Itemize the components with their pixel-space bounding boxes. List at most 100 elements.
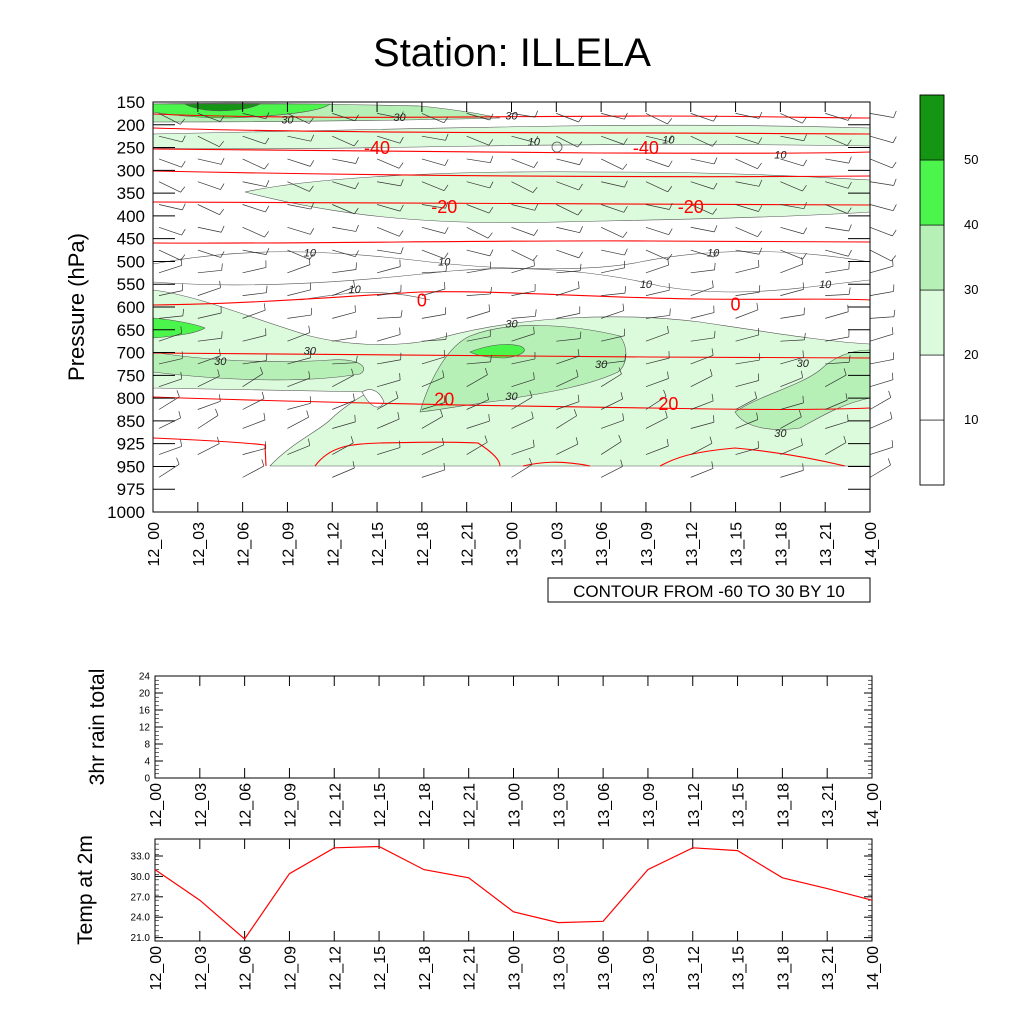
y-tick-label: 150 <box>117 93 145 112</box>
wind-barb <box>870 291 894 295</box>
wind-barb <box>377 250 401 254</box>
wind-barb <box>467 159 491 163</box>
x-tick-label: 13_06 <box>594 522 611 567</box>
rain-y-tick-label: 12 <box>139 723 151 734</box>
wind-barb <box>243 293 267 296</box>
temperature-contour-label: -20 <box>431 197 457 217</box>
wind-barb <box>159 182 181 193</box>
wind-barb-flag <box>669 229 672 235</box>
rain-y-tick-label: 24 <box>139 672 151 683</box>
humidity-contour <box>153 251 870 268</box>
wind-barb <box>780 250 802 259</box>
colorbar-label: 50 <box>964 152 978 167</box>
wind-barb <box>870 266 893 273</box>
isotherm-line <box>153 438 266 466</box>
temp-x-tick-label: 12_00 <box>148 946 165 991</box>
wind-barb-flag <box>264 163 268 169</box>
wind-barb-flag <box>353 394 354 401</box>
wind-barb-flag <box>177 458 180 465</box>
temp-x-tick-label: 12_03 <box>193 946 210 991</box>
wind-barb-flag <box>802 257 803 264</box>
temperature-contour-label: 0 <box>417 291 427 311</box>
wind-barb-flag <box>401 247 403 254</box>
wind-barb-flag <box>892 327 893 334</box>
x-tick-label: 13_03 <box>549 522 566 567</box>
wind-barb <box>243 159 265 169</box>
y-tick-label: 800 <box>117 389 145 408</box>
wind-barb <box>332 269 356 272</box>
wind-barb-flag <box>893 259 894 266</box>
temp-x-tick-label: 13_18 <box>775 946 792 991</box>
wind-barb-flag <box>535 309 536 316</box>
wind-barb <box>825 227 849 231</box>
y-tick-label: 250 <box>117 139 145 158</box>
x-tick-label: 13_18 <box>773 522 790 567</box>
wind-barb-flag <box>894 111 897 118</box>
wind-barb <box>870 334 893 341</box>
y-tick-label: 750 <box>117 366 145 385</box>
temperature-contour-label: 0 <box>731 295 741 315</box>
rain-y-tick-label: 20 <box>139 689 151 700</box>
humidity-contour <box>153 269 870 292</box>
wind-barb <box>825 269 849 273</box>
wind-barb-flag <box>580 226 583 232</box>
y-tick-label: 400 <box>117 207 145 226</box>
humidity-contour-label: 30 <box>281 114 294 126</box>
wind-barb-flag <box>181 187 185 193</box>
wind-barb <box>287 159 310 166</box>
wind-barb-flag <box>802 117 806 123</box>
y-tick-label: 550 <box>117 275 145 294</box>
temp-x-tick-label: 12_12 <box>327 946 344 991</box>
colorbar-swatch <box>920 95 944 160</box>
wind-barb-flag <box>623 232 627 238</box>
wind-barb <box>198 288 221 296</box>
wind-barb <box>198 415 218 428</box>
humidity-contour-label: 30 <box>505 391 518 403</box>
x-tick-label: 12_03 <box>191 522 208 567</box>
wind-barb-flag <box>894 310 895 317</box>
y-tick-label: 1000 <box>107 503 145 522</box>
temp-y-tick-label: 33.0 <box>131 852 151 863</box>
wind-barb <box>646 250 668 260</box>
wind-barb <box>870 113 894 117</box>
humidity-contour-label: 30 <box>393 112 406 124</box>
x-tick-label: 13_00 <box>505 522 522 567</box>
wind-barb <box>601 159 623 170</box>
x-tick-label: 12_12 <box>325 522 342 567</box>
wind-barb-flag <box>803 253 807 259</box>
wind-barb <box>556 227 579 232</box>
colorbar-label: 20 <box>964 347 978 362</box>
y-tick-label: 850 <box>117 412 145 431</box>
wind-barb-flag <box>894 179 896 186</box>
temp-x-tick-label: 12_15 <box>372 946 389 991</box>
x-tick-label: 13_15 <box>729 522 746 567</box>
rain-x-tick-label: 12_18 <box>417 783 434 828</box>
rain-x-tick-label: 13_21 <box>820 783 837 828</box>
temperature-contour-label: 20 <box>434 389 454 409</box>
temp-y-axis-label: Temp at 2m <box>74 835 97 945</box>
temp-y-axis: 21.024.027.030.033.0 <box>131 839 872 944</box>
rain-x-tick-label: 12_00 <box>148 783 165 828</box>
wind-barb-flag <box>714 225 717 231</box>
temp-series-line <box>155 847 872 940</box>
temp-x-tick-label: 12_06 <box>238 946 255 991</box>
wind-barb <box>736 267 759 273</box>
wind-barb-flag <box>757 303 758 310</box>
wind-barb-flag <box>849 287 850 294</box>
humidity-contour-label: 30 <box>595 359 608 371</box>
wind-barb <box>556 250 579 258</box>
wind-barb-flag <box>893 137 896 143</box>
wind-barb <box>512 465 532 478</box>
wind-barb <box>377 159 399 168</box>
humidity-shading <box>153 103 870 466</box>
y-tick-label: 500 <box>117 252 145 271</box>
temp-x-tick-label: 13_15 <box>731 946 748 991</box>
wind-barb <box>870 465 891 477</box>
wind-barb-flag <box>490 156 492 163</box>
y-tick-label: 925 <box>117 435 145 454</box>
wind-barb <box>825 113 848 120</box>
wind-barb-flag <box>262 392 264 399</box>
wind-barb <box>691 270 715 273</box>
